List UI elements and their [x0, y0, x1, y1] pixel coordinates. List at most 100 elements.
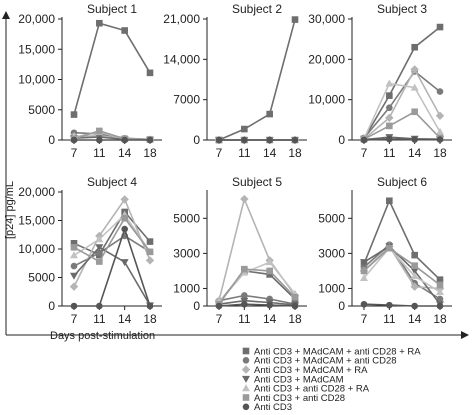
data-point — [436, 136, 444, 143]
data-point — [121, 214, 128, 222]
data-point — [360, 273, 368, 281]
series-line — [363, 245, 441, 305]
legend-item: Anti CD3 — [242, 402, 292, 413]
y-tick-label: 0 — [48, 133, 55, 147]
data-point — [385, 113, 394, 123]
y-tick-label: 1000 — [173, 281, 200, 295]
legend-marker — [242, 375, 250, 383]
series-line — [218, 19, 296, 141]
x-tick-label: 11 — [238, 146, 251, 160]
data-point — [291, 302, 299, 310]
legend-label: Anti CD3 + MAdCAM — [254, 374, 344, 385]
data-point — [95, 244, 104, 252]
data-point — [70, 243, 78, 251]
series — [70, 19, 154, 118]
chart-panel-4: Subject 4 0 5000 10,000 15,000 20,000 7 11 14 18 — [18, 175, 162, 326]
y-tick-label: 3000 — [318, 246, 345, 260]
data-point — [215, 136, 223, 144]
x-tick-label: 7 — [361, 312, 368, 326]
series — [360, 135, 444, 144]
series-line — [363, 82, 441, 140]
legend-item: Anti CD3 + MAdCAM — [242, 374, 344, 385]
series — [215, 136, 299, 144]
data-point — [386, 244, 393, 252]
x-tick-label: 14 — [118, 312, 132, 326]
data-point — [435, 111, 445, 120]
series — [360, 300, 444, 310]
data-point — [121, 136, 128, 144]
data-point — [146, 136, 154, 144]
data-point — [410, 267, 419, 275]
y-tick-label: 20,000 — [18, 12, 55, 26]
data-point — [436, 295, 444, 303]
data-point — [96, 258, 103, 265]
legend-item: Anti CD3 + MAdCAM + anti CD28 + RA — [242, 346, 421, 357]
series-line — [218, 294, 296, 305]
data-point — [410, 272, 419, 280]
panel-title: Subject 4 — [87, 175, 137, 189]
data-point — [410, 65, 419, 74]
x-tick-label: 7 — [361, 146, 368, 160]
data-point — [436, 287, 444, 295]
data-point — [411, 108, 418, 116]
x-tick-label: 18 — [288, 146, 302, 160]
series-line — [218, 303, 296, 307]
y-tick-label: 10,000 — [18, 242, 55, 256]
y-tick-label: 5000 — [28, 103, 55, 117]
data-point — [96, 249, 103, 257]
data-point — [360, 259, 368, 267]
x-tick-label: 11 — [238, 312, 251, 326]
legend-marker — [242, 403, 250, 411]
y-tick-label: 0 — [338, 299, 345, 313]
x-tick-label: 14 — [118, 146, 132, 160]
panel-title: Subject 6 — [377, 175, 427, 189]
series-line — [363, 26, 441, 140]
data-point — [265, 258, 274, 266]
data-point — [146, 248, 154, 256]
data-point — [411, 43, 418, 51]
series — [359, 65, 445, 144]
series — [70, 225, 154, 310]
data-point — [411, 302, 418, 310]
data-point — [121, 225, 128, 233]
series-line — [363, 138, 440, 141]
data-point — [436, 127, 444, 135]
data-point — [96, 136, 103, 144]
data-point — [70, 272, 78, 280]
panel-title: Subject 1 — [87, 2, 137, 16]
series — [360, 244, 444, 289]
x-axis-label: Days post-stimulation — [50, 330, 155, 342]
data-point — [70, 111, 78, 118]
series — [360, 243, 444, 309]
series-line — [363, 198, 441, 281]
data-point — [360, 300, 368, 308]
y-axis-label: [p24] pg/mL — [4, 181, 16, 239]
data-point — [96, 19, 103, 27]
y-tick-label: 5000 — [28, 271, 55, 285]
data-point — [385, 79, 394, 87]
y-tick-label: 7000 — [173, 93, 200, 107]
series-line — [363, 247, 441, 286]
x-tick-label: 18 — [143, 312, 157, 326]
data-point — [121, 27, 128, 34]
data-point — [291, 136, 299, 144]
series-line — [363, 303, 440, 307]
series-line — [73, 246, 151, 306]
x-tick-label: 7 — [71, 312, 78, 326]
data-point — [96, 302, 103, 310]
data-point — [360, 267, 368, 275]
series-line — [73, 210, 151, 256]
data-point — [70, 251, 78, 259]
data-point — [291, 293, 299, 301]
legend-label: Anti CD3 + MAdCAM + RA — [254, 365, 368, 376]
y-tick-label: 21,000 — [163, 12, 200, 26]
x-tick-label: 18 — [433, 312, 447, 326]
data-point — [411, 136, 418, 143]
legend-marker — [242, 357, 250, 364]
data-point — [436, 302, 444, 310]
y-tick-label: 14,000 — [163, 52, 200, 66]
data-point — [120, 195, 129, 204]
y-tick-label: 5000 — [173, 211, 200, 225]
